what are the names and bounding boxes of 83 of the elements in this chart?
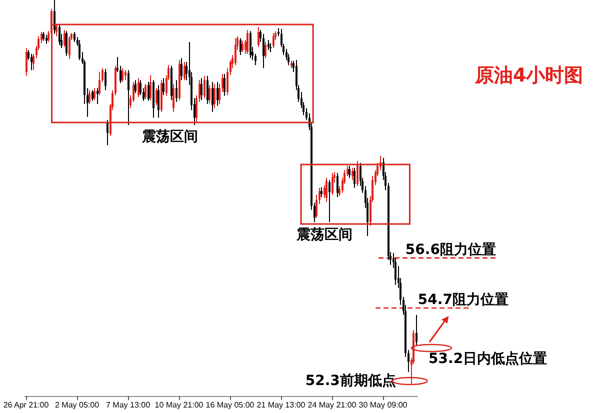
candlestick	[258, 26, 260, 47]
candlestick	[96, 88, 98, 104]
text: 53.2日内低点位置	[428, 351, 548, 367]
candlestick	[162, 78, 164, 96]
candlestick	[26, 48, 28, 76]
candlestick	[78, 40, 80, 60]
candlestick	[30, 54, 32, 70]
candlestick	[144, 84, 146, 99]
x-tick-label: 30 May 09:00	[358, 400, 408, 410]
candlestick	[178, 60, 180, 100]
candlestick	[172, 84, 174, 112]
candlestick	[268, 40, 270, 50]
candlestick	[336, 172, 338, 198]
x-tick-label: 7 May 13:00	[106, 400, 151, 410]
candlestick	[332, 172, 334, 195]
candlestick	[92, 90, 94, 101]
candlestick	[156, 88, 158, 106]
candlestick	[290, 60, 292, 68]
candlestick	[208, 85, 210, 104]
candlestick	[270, 43, 272, 52]
candlestick	[124, 70, 126, 80]
candlestick	[94, 88, 96, 100]
candlestick	[242, 40, 244, 52]
candlestick	[246, 30, 248, 54]
ref-line-label: 56.6阻力位置	[405, 242, 496, 258]
candlestick	[356, 160, 358, 186]
x-tick-label: 24 May 21:00	[308, 400, 357, 410]
candlestick	[326, 178, 328, 202]
x-tick-label: 16 May 05:00	[206, 400, 255, 410]
candlestick	[212, 82, 214, 112]
candlestick	[352, 168, 354, 180]
candlestick	[68, 36, 70, 59]
candlestick	[204, 76, 206, 98]
candlestick	[42, 32, 44, 41]
candlestick	[54, 0, 56, 34]
annotation: 震荡区间	[140, 129, 198, 145]
candlestick	[180, 58, 182, 80]
candlestick	[148, 82, 150, 101]
annotation: 52.3前期低点	[305, 373, 396, 389]
candlestick	[152, 80, 154, 118]
candlestick	[150, 75, 152, 100]
candlestick	[206, 76, 208, 104]
ref-line-label: 54.7阻力位置	[418, 292, 508, 308]
candlestick	[74, 32, 76, 42]
candlestick	[328, 180, 330, 222]
candlestick	[158, 85, 160, 118]
candlestick	[272, 33, 274, 48]
candlestick	[134, 80, 136, 94]
text: 原油4小时图	[474, 64, 584, 86]
candlestick	[176, 80, 178, 102]
candlestick	[184, 62, 186, 80]
candlestick	[128, 70, 130, 126]
candlestick	[200, 78, 202, 100]
candlestick	[240, 38, 242, 56]
x-tick-label: 10 May 21:00	[154, 400, 204, 410]
candlestick	[262, 34, 264, 68]
candlestick	[56, 24, 58, 36]
annotation: 震荡区间	[296, 227, 353, 243]
candlestick	[104, 68, 106, 90]
candlestick	[234, 38, 236, 66]
candlestick	[160, 80, 162, 112]
candlestick	[320, 187, 322, 198]
candlestick	[348, 166, 350, 178]
x-tick-label: 21 May 13:00	[256, 400, 306, 410]
candlestick	[250, 31, 252, 58]
x-tick-label: 2 May 05:00	[54, 400, 100, 410]
candlestick	[122, 68, 124, 82]
candlestick	[214, 84, 216, 108]
candlestick	[66, 31, 68, 56]
x-tick-label: 26 Apr 21:00	[3, 400, 50, 410]
candlestick	[106, 120, 108, 146]
candlestick	[264, 42, 266, 58]
candlestick	[98, 72, 100, 96]
candlestick	[354, 168, 356, 188]
candlestick	[58, 25, 60, 46]
candlestick	[416, 314, 418, 345]
candlestick	[88, 90, 90, 104]
candlestick	[216, 82, 218, 106]
candlestick	[64, 30, 66, 47]
candlestick	[170, 66, 172, 100]
candlestick	[138, 78, 140, 98]
candlestick	[46, 35, 48, 44]
candlestick	[224, 74, 226, 96]
